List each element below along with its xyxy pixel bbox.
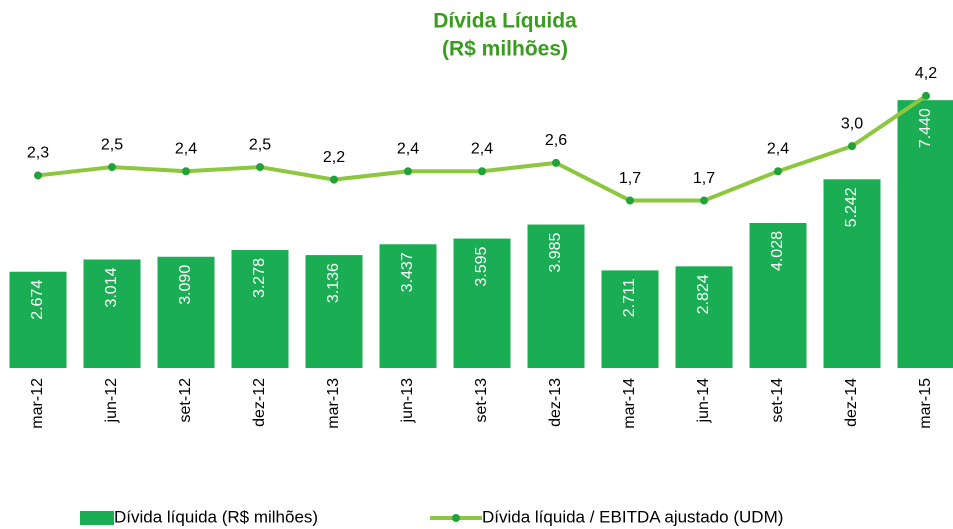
x-tick-label: jun-14 <box>695 378 712 424</box>
legend-marker <box>452 514 460 522</box>
bar <box>823 179 881 368</box>
x-tick-label: mar-12 <box>29 378 46 429</box>
x-tick-label: set-12 <box>177 378 194 423</box>
bar <box>453 238 511 368</box>
x-tick-label: dez-13 <box>547 378 564 427</box>
line-value-label: 1,7 <box>693 170 715 187</box>
line-value-label: 2,4 <box>175 140 197 157</box>
x-tick-label: dez-12 <box>251 378 268 427</box>
line-marker <box>478 167 486 176</box>
x-tick-label: jun-12 <box>103 378 120 424</box>
bar <box>897 100 953 368</box>
bar-value-label: 2.824 <box>695 274 712 314</box>
bar-value-label: 7.440 <box>917 108 934 148</box>
line-value-label: 2,4 <box>397 140 419 157</box>
line-marker <box>34 171 42 180</box>
bar <box>749 222 807 368</box>
bar-value-label: 2.674 <box>29 280 46 320</box>
bar-value-label: 3.985 <box>547 232 564 272</box>
bar <box>231 249 289 368</box>
x-tick-label: mar-13 <box>325 378 342 429</box>
line-marker <box>256 163 264 172</box>
bar-value-label: 3.090 <box>177 265 194 305</box>
line-marker <box>552 158 560 167</box>
bar-value-label: 4.028 <box>769 231 786 271</box>
x-tick-label: set-14 <box>769 378 786 423</box>
line-marker <box>182 167 190 176</box>
bar-value-label: 3.437 <box>399 252 416 292</box>
bar <box>601 270 659 368</box>
line-value-label: 2,5 <box>101 136 123 153</box>
line-marker <box>626 196 634 205</box>
line-marker <box>108 163 116 172</box>
bar <box>675 266 733 368</box>
bar <box>83 259 141 368</box>
bar-value-label: 5.242 <box>843 187 860 227</box>
bar <box>157 256 215 368</box>
line-marker <box>330 175 338 184</box>
chart-title: Dívida Líquida <box>433 10 577 33</box>
line-value-label: 4,2 <box>915 65 937 82</box>
line-marker <box>700 196 708 205</box>
line-value-label: 2,3 <box>27 145 49 162</box>
line-marker <box>774 167 782 176</box>
line-marker <box>922 91 930 100</box>
x-tick-label: set-13 <box>473 378 490 423</box>
bar <box>9 271 67 368</box>
line-value-label: 2,6 <box>545 132 567 149</box>
line-value-label: 2,2 <box>323 149 345 166</box>
x-tick-label: dez-14 <box>843 378 860 427</box>
bar <box>379 244 437 368</box>
line-value-label: 2,4 <box>471 140 493 157</box>
bar-value-label: 3.595 <box>473 246 490 286</box>
legend-label: Dívida líquida (R$ milhões) <box>114 507 318 526</box>
bar-value-label: 3.014 <box>103 267 120 307</box>
legend-label: Dívida líquida / EBITDA ajustado (UDM) <box>482 507 783 526</box>
x-tick-label: mar-15 <box>917 378 934 429</box>
x-tick-label: jun-13 <box>399 378 416 424</box>
bar <box>527 224 585 368</box>
line-value-label: 1,7 <box>619 170 641 187</box>
x-tick-label: mar-14 <box>621 378 638 429</box>
bar-value-label: 3.136 <box>325 263 342 303</box>
line-marker <box>848 142 856 151</box>
line-marker <box>404 167 412 176</box>
bar-value-label: 3.278 <box>251 258 268 298</box>
chart-subtitle: (R$ milhões) <box>442 38 568 61</box>
bar <box>305 255 363 368</box>
bar-value-label: 2.711 <box>621 278 638 317</box>
line-value-label: 2,4 <box>767 140 789 157</box>
line-value-label: 2,5 <box>249 136 271 153</box>
legend-swatch <box>80 511 114 525</box>
line-value-label: 3,0 <box>841 115 863 132</box>
